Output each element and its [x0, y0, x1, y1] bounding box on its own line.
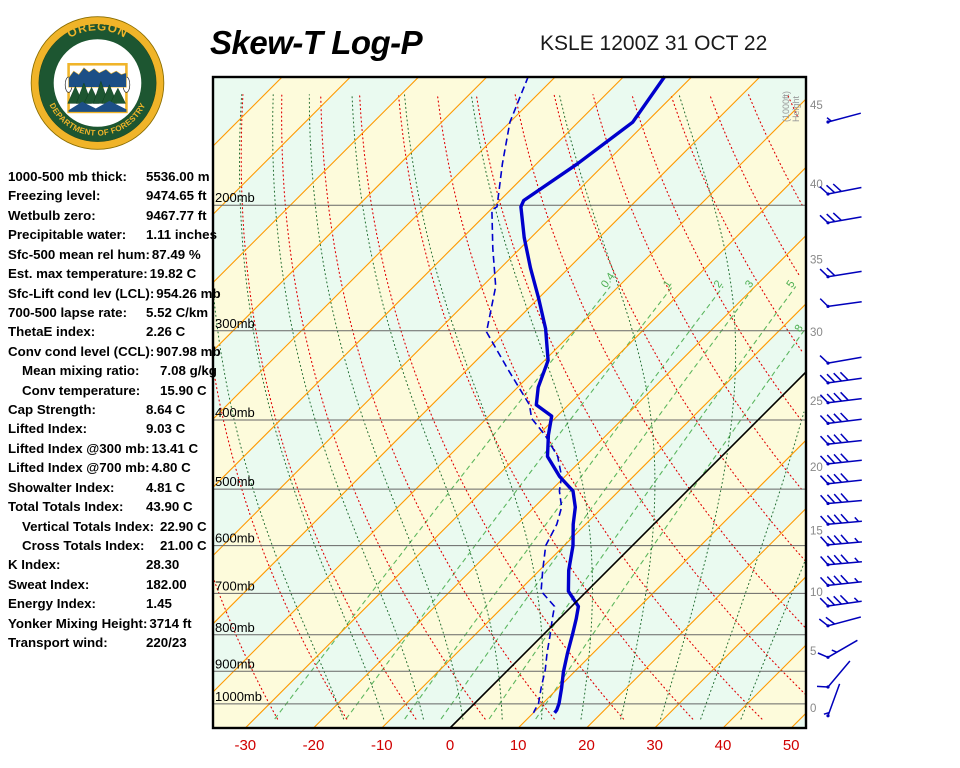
svg-text:(1000ft): (1000ft)	[781, 91, 791, 122]
svg-text:40: 40	[715, 737, 732, 754]
svg-text:0: 0	[810, 703, 816, 715]
svg-text:-10: -10	[371, 737, 393, 754]
svg-text:900mb: 900mb	[215, 656, 255, 671]
svg-text:-30: -30	[234, 737, 256, 754]
svg-text:10: 10	[510, 737, 527, 754]
svg-text:25: 25	[810, 396, 823, 408]
svg-text:10: 10	[810, 587, 823, 599]
svg-text:Height: Height	[791, 95, 801, 122]
svg-text:15: 15	[810, 526, 823, 538]
svg-text:30: 30	[810, 327, 823, 339]
svg-text:20: 20	[810, 462, 823, 474]
svg-text:0: 0	[446, 737, 454, 754]
svg-text:5: 5	[810, 646, 816, 658]
svg-text:35: 35	[810, 255, 823, 267]
svg-text:20: 20	[578, 737, 595, 754]
svg-text:1000mb: 1000mb	[215, 689, 262, 704]
svg-text:40: 40	[810, 179, 823, 191]
svg-text:30: 30	[646, 737, 663, 754]
svg-text:-20: -20	[303, 737, 325, 754]
svg-text:45: 45	[810, 100, 823, 112]
svg-text:50: 50	[783, 737, 800, 754]
